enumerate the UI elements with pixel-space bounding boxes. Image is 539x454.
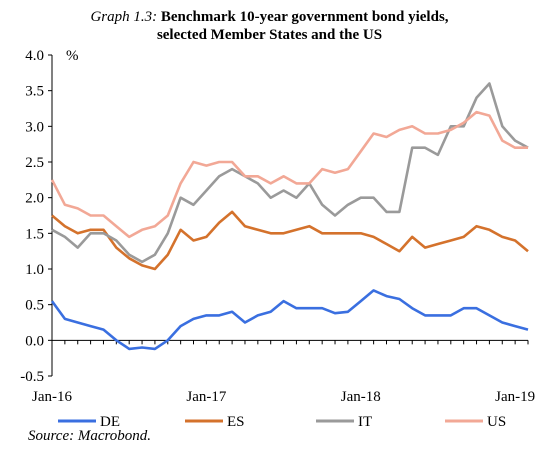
y-tick-label: 3.5 — [25, 84, 44, 100]
legend-label-es: ES — [227, 414, 245, 430]
source-note: Source: Macrobond. — [28, 428, 152, 444]
x-tick-label: Jan-17 — [186, 389, 226, 405]
series-line-es — [51, 210, 529, 271]
series-line-us — [50, 110, 528, 239]
y-tick-label: 2.0 — [25, 191, 44, 207]
y-tick-label: -0.5 — [20, 369, 44, 385]
y-tick-label: 0.0 — [25, 333, 44, 349]
y-tick-label: 0.5 — [25, 298, 44, 314]
y-tick-label: 1.0 — [25, 262, 44, 278]
y-tick-label: 3.0 — [25, 119, 44, 135]
title-line-1: Benchmark 10-year government bond yields… — [160, 9, 449, 25]
title-line-2: selected Member States and the US — [156, 27, 383, 43]
chart-title: Graph 1.3: Benchmark 10-year government … — [0, 8, 539, 44]
x-tick-label: Jan-19 — [495, 389, 535, 405]
legend-label-it: IT — [358, 414, 372, 430]
series-line-it — [51, 82, 529, 264]
y-tick-label: 4.0 — [25, 48, 44, 64]
legend-label-us: US — [487, 414, 506, 430]
legend-label-de: DE — [100, 414, 120, 430]
y-tick-label: 1.5 — [25, 226, 44, 242]
title-label: Graph 1.3: — [90, 9, 158, 25]
y-tick-label: 2.5 — [25, 155, 44, 171]
series-line-de — [50, 289, 529, 351]
x-tick-label: Jan-16 — [32, 389, 72, 405]
y-axis-label: % — [66, 48, 79, 64]
x-tick-label: Jan-18 — [341, 389, 381, 405]
